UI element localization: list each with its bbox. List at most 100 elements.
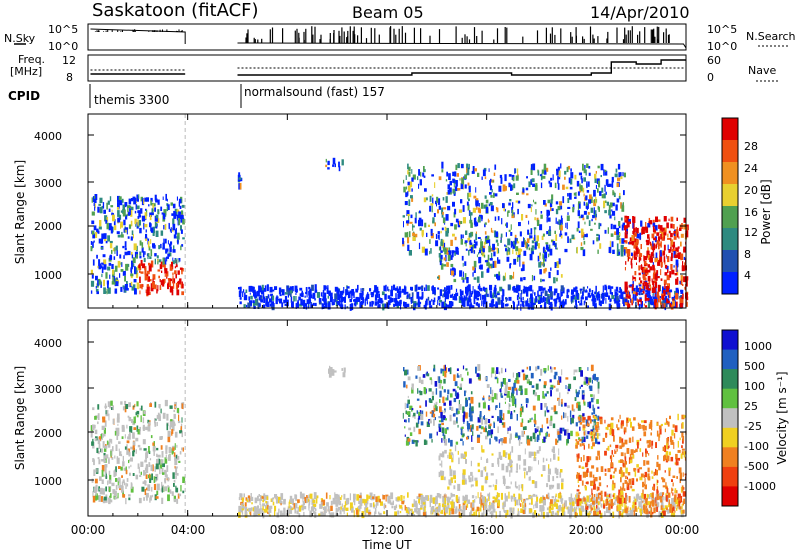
range-cell [570,168,572,172]
range-cell [661,496,664,501]
range-cell [172,260,175,265]
range-cell [529,253,533,261]
range-cell [501,288,504,291]
range-cell [569,502,572,505]
range-cell [431,506,434,513]
range-cell [436,493,440,498]
range-cell [116,457,120,464]
range-cell [293,296,295,302]
range-cell [174,443,176,450]
range-cell [577,203,579,211]
range-cell [653,286,656,293]
range-cell [600,175,602,178]
range-cell [419,405,422,408]
range-cell [173,413,176,419]
range-cell [92,196,96,203]
range-cell [532,183,535,187]
range-cell [576,492,579,499]
range-cell [175,487,179,493]
range-cell [604,284,607,291]
range-cell [550,267,552,271]
range-cell [653,237,657,241]
range-cell [470,302,472,306]
range-cell [503,506,505,512]
range-cell [131,263,133,270]
range-cell [90,290,93,294]
range-cell [479,264,483,270]
range-cell [124,284,128,291]
range-cell [337,500,340,504]
range-cell [558,258,561,265]
range-cell [431,298,433,302]
range-cell [132,473,135,476]
range-cell [114,430,117,436]
range-cell [139,447,142,451]
range-cell [348,293,351,299]
range-cell [338,295,341,298]
range-cell [634,277,637,282]
range-cell [166,274,168,278]
range-cell [487,405,490,410]
range-cell [105,454,109,459]
range-cell [414,413,416,419]
range-cell [649,284,651,287]
range-cell [420,413,424,421]
range-cell [478,249,482,254]
range-cell [539,269,542,275]
range-cell [512,245,515,249]
range-cell [448,250,452,255]
range-cell [272,501,275,506]
range-cell [631,252,633,256]
range-cell [139,474,142,477]
range-cell [94,206,96,211]
range-cell [254,509,258,516]
range-cell [177,270,180,275]
range-cell [156,414,159,420]
range-cell [510,240,513,248]
range-cell [438,455,441,461]
range-cell [564,232,568,236]
range-cell [444,511,447,516]
range-cell [501,295,504,301]
range-cell [626,231,628,234]
range-cell [597,388,600,394]
range-cell [132,445,135,451]
range-cell [416,510,419,514]
range-cell [504,401,506,404]
range-cell [674,273,678,276]
range-cell [370,292,373,296]
range-cell [102,498,106,504]
range-cell [110,205,114,208]
range-cell [672,224,675,229]
range-cell [534,428,537,434]
range-cell [384,296,387,300]
range-cell [638,272,641,276]
range-cell [140,208,143,214]
range-cell [158,245,161,250]
range-cell [417,176,419,181]
range-cell [417,508,421,513]
range-cell [609,512,612,517]
range-cell [416,398,420,401]
range-cell [429,239,431,244]
range-cell [118,477,121,483]
range-cell [114,265,118,272]
powerCbar-seg-3 [722,184,738,207]
range-cell [163,213,166,220]
range-cell [489,258,493,261]
range-cell [487,254,490,261]
range-cell [124,275,126,282]
range-cell [640,292,644,295]
range-cell [537,169,539,173]
range-cell [425,495,428,501]
range-cell [296,286,298,293]
range-cell [492,243,495,251]
range-cell [506,222,508,228]
range-cell [452,233,455,237]
range-cell [453,181,455,188]
range-cell [640,244,642,250]
range-cell [474,221,477,227]
range-cell [418,242,421,250]
range-cell [522,264,525,271]
range-cell [497,297,501,301]
